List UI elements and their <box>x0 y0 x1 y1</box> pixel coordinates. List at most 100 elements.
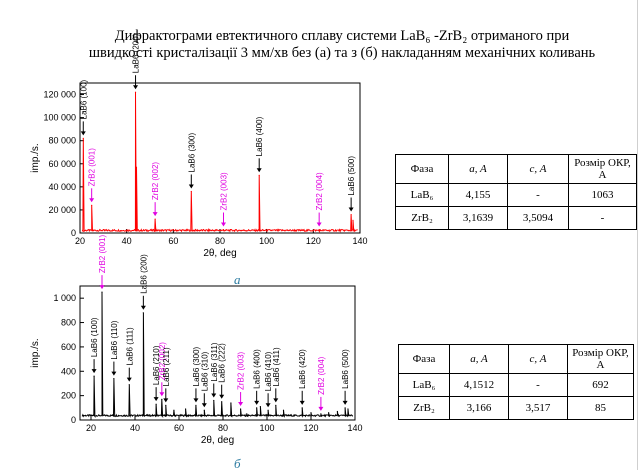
annotation-label: LaB6 (111) <box>125 327 134 366</box>
y-axis-label: imp./s. <box>30 338 41 367</box>
cell-c: - <box>508 373 568 397</box>
peak-point <box>352 219 354 221</box>
annotation-label: LaB6 (311) <box>210 342 219 381</box>
annotation-label: ZrB2 (004) <box>317 356 326 395</box>
annotation-label: LaB6 (411) <box>272 347 281 386</box>
peak-point <box>120 230 122 232</box>
table-row: LaB₆ 4,155 - 1063 <box>395 183 637 207</box>
y-tick-label: 800 <box>61 318 76 328</box>
annotation-label: LaB6 (500) <box>341 349 350 389</box>
peak-point <box>185 408 187 410</box>
peak-annotation: LaB6 (210) <box>152 345 161 402</box>
annotation-arrowhead <box>99 285 105 290</box>
annotation-arrowhead <box>201 403 207 408</box>
annotation-arrowhead <box>111 371 117 376</box>
annotation-arrowhead <box>316 222 322 227</box>
y-axis-label: imp./s. <box>30 143 41 172</box>
lattice-params-table-b: Фаза a, A c, A Розмір ОКР, A LaB₆ 4,1512… <box>398 344 634 420</box>
peak-point <box>82 137 84 139</box>
window-edge-divider <box>637 0 638 470</box>
peak-point <box>161 398 163 400</box>
peak-point <box>195 404 197 406</box>
peak-annotation: LaB6 (300) <box>187 133 196 189</box>
annotation-label: ZrB2 (003) <box>220 172 229 211</box>
peak-point <box>328 412 330 414</box>
x-tick-label: 140 <box>347 423 362 433</box>
peak-point <box>282 409 285 411</box>
peak-point <box>165 404 167 406</box>
annotation-arrowhead <box>159 392 165 397</box>
header-a: a, A <box>449 344 509 374</box>
peak-point <box>336 410 338 413</box>
cell-a: 4,155 <box>448 183 508 207</box>
peak-point <box>301 407 303 409</box>
x-tick-label: 80 <box>215 236 225 246</box>
table-header-row: Фаза a, A c, A Розмір ОКР, A <box>398 344 634 374</box>
peak-annotation: ZrB2 (004) <box>315 172 324 227</box>
y-tick-label: 40 000 <box>48 182 76 192</box>
peak-annotation: LaB6 (200) <box>132 33 141 90</box>
y-tick-label: 80 000 <box>48 136 76 146</box>
cell-c: 3,5094 <box>507 206 569 230</box>
cell-c: 3,517 <box>508 396 568 420</box>
annotation-arrowhead <box>89 198 95 203</box>
peak-annotation: LaB6 (111) <box>125 327 134 382</box>
peak-annotation: LaB6 (222) <box>218 343 227 399</box>
header-phase: Фаза <box>398 344 450 374</box>
cell-c: - <box>507 183 569 207</box>
annotation-label: LaB6 (500) <box>347 156 356 196</box>
header-csr-size: Розмір ОКР, A <box>568 154 637 184</box>
peak-point <box>135 166 138 168</box>
peak-point <box>350 213 352 216</box>
peak-annotation: LaB6 (411) <box>272 347 281 403</box>
y-tick-label: 20 000 <box>48 205 76 215</box>
x-axis-label: 2θ, deg <box>203 248 236 259</box>
figure-title-line-2: швидкості кристалізації 3 мм/хв без (a) … <box>88 45 596 61</box>
annotation-label: LaB6 (300) <box>192 346 201 386</box>
peak-annotation: ZrB2 (002) <box>158 342 167 397</box>
peak-point <box>275 404 277 406</box>
cell-a: 3,1639 <box>448 206 508 230</box>
x-tick-label: 40 <box>130 423 140 433</box>
peak-point <box>103 229 105 231</box>
peak-annotation: ZrB2 (003) <box>220 172 229 227</box>
x-tick-label: 120 <box>306 236 321 246</box>
annotation-arrowhead <box>140 305 146 310</box>
annotation-arrowhead <box>219 394 225 399</box>
x-tick-label: 100 <box>259 423 274 433</box>
peak-point <box>246 413 248 415</box>
lattice-params-table-a: Фаза a, A c, A Розмір ОКР, A LaB₆ 4,155 … <box>395 154 637 230</box>
x-tick-label: 100 <box>259 236 274 246</box>
annotation-arrowhead <box>256 168 262 173</box>
annotation-label: LaB6 (310) <box>200 351 209 391</box>
cell-a: 3,166 <box>449 396 509 420</box>
annotation-arrowhead <box>211 393 217 398</box>
annotation-label: ZrB2 (002) <box>151 162 160 201</box>
x-tick-label: 20 <box>86 423 96 433</box>
table-row: LaB₆ 4,1512 - 692 <box>398 373 634 397</box>
annotation-label: LaB6 (300) <box>187 133 196 173</box>
y-tick-label: 400 <box>61 366 76 376</box>
peak-annotation: LaB6 (200) <box>139 254 148 310</box>
peak-point <box>344 407 346 409</box>
peak-point <box>213 399 215 402</box>
annotation-label: LaB6 (222) <box>218 343 227 383</box>
annotation-arrowhead <box>273 398 279 403</box>
peak-point <box>256 407 258 409</box>
peak-point <box>190 190 192 193</box>
annotation-arrowhead <box>348 207 354 212</box>
peak-annotation: LaB6 (311) <box>210 342 219 398</box>
annotation-arrowhead <box>318 406 324 411</box>
cell-a: 4,1512 <box>449 373 509 397</box>
annotation-arrowhead <box>153 397 159 402</box>
annotation-label: LaB6 (200) <box>132 33 141 73</box>
annotation-label: LaB6 (200) <box>139 254 148 294</box>
annotation-label: LaB6 (410) <box>264 351 273 391</box>
peak-annotation: LaB6 (110) <box>110 320 119 376</box>
x-axis-label: 2θ, deg <box>201 435 234 446</box>
x-tick-label: 40 <box>122 236 132 246</box>
peak-annotation: LaB6 (300) <box>192 346 201 403</box>
annotation-label: LaB6 (211) <box>162 347 171 386</box>
annotation-arrowhead <box>152 212 158 217</box>
table-row: ZrB₂ 3,1639 3,5094 - <box>395 206 637 230</box>
